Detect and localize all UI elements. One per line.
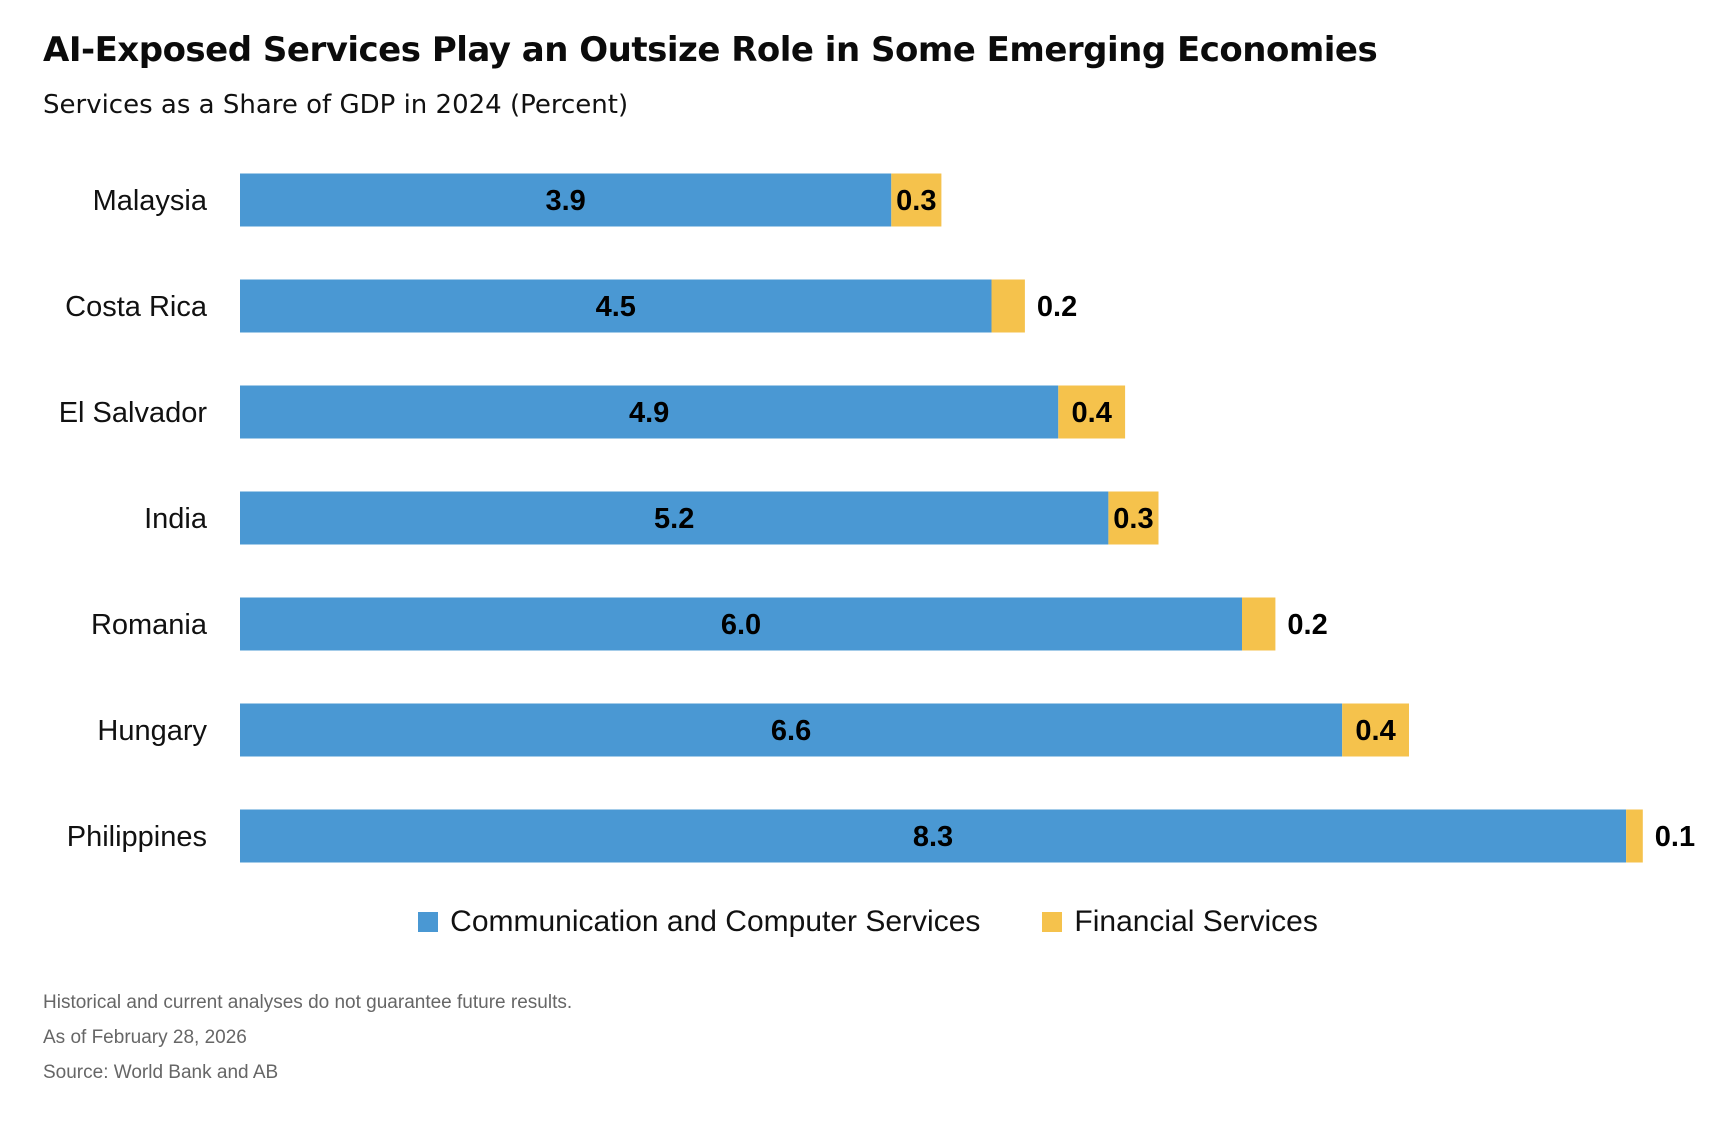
value-label-financial-romania: 0.2 (1287, 609, 1327, 641)
category-label-india: India (144, 503, 208, 535)
bar-financial-india (1108, 491, 1159, 545)
value-label-financial-philippines: 0.1 (1655, 821, 1695, 853)
value-label-financial-india: 0.3 (1113, 503, 1153, 535)
value-label-financial-hungary: 0.4 (1355, 715, 1395, 747)
chart-legend: Communication and Computer Services Fina… (0, 905, 1736, 939)
legend-swatch-financial (1042, 912, 1063, 932)
source-note: Source: World Bank and AB (43, 1062, 279, 1083)
legend-label-financial: Financial Services (1074, 905, 1318, 938)
bar-financial-romania (1242, 597, 1276, 651)
value-label-financial-costa-rica: 0.2 (1037, 291, 1077, 323)
chart-title: AI-Exposed Services Play an Outsize Role… (43, 30, 1378, 70)
bar-communication-romania (240, 597, 1242, 651)
bar-communication-philippines (240, 809, 1627, 863)
category-label-malaysia: Malaysia (93, 185, 208, 217)
bar-communication-malaysia (240, 173, 892, 227)
bar-communication-india (240, 491, 1109, 545)
value-label-communication-romania: 6.0 (721, 609, 761, 641)
legend-swatch-communication (418, 912, 439, 932)
bar-financial-malaysia (891, 173, 942, 227)
category-label-el-salvador: El Salvador (59, 397, 208, 429)
category-label-romania: Romania (91, 609, 208, 641)
category-label-philippines: Philippines (67, 821, 207, 853)
bar-communication-el-salvador (240, 385, 1059, 439)
value-label-communication-malaysia: 3.9 (545, 185, 585, 217)
category-label-hungary: Hungary (97, 715, 207, 747)
legend-item-communication: Communication and Computer Services (418, 905, 980, 939)
category-label-costa-rica: Costa Rica (65, 291, 208, 323)
value-label-communication-costa-rica: 4.5 (596, 291, 636, 323)
value-label-communication-el-salvador: 4.9 (629, 397, 669, 429)
stacked-bar-chart: Malaysia 3.9 0.3 Costa Rica 4.5 0.2 El Salvado… (59, 173, 1695, 863)
chart-notes: Historical and current analyses do not g… (43, 985, 572, 1090)
legend-item-financial: Financial Services (1042, 905, 1318, 939)
bar-communication-hungary (240, 703, 1343, 757)
bar-communication-costa-rica (240, 279, 992, 333)
bar-financial-el-salvador (1058, 385, 1126, 439)
value-label-financial-el-salvador: 0.4 (1072, 397, 1112, 429)
bar-financial-costa-rica (991, 279, 1025, 333)
legend-label-communication: Communication and Computer Services (450, 905, 981, 938)
value-label-communication-philippines: 8.3 (913, 821, 953, 853)
chart-subtitle: Services as a Share of GDP in 2024 (Perc… (43, 90, 629, 120)
disclaimer-note: Historical and current analyses do not g… (43, 992, 573, 1013)
value-label-financial-malaysia: 0.3 (896, 185, 936, 217)
bar-financial-hungary (1342, 703, 1409, 757)
date-note: As of February 28, 2026 (43, 1027, 247, 1048)
value-label-communication-india: 5.2 (654, 503, 694, 535)
bar-financial-philippines (1626, 809, 1643, 863)
value-label-communication-hungary: 6.6 (771, 715, 811, 747)
